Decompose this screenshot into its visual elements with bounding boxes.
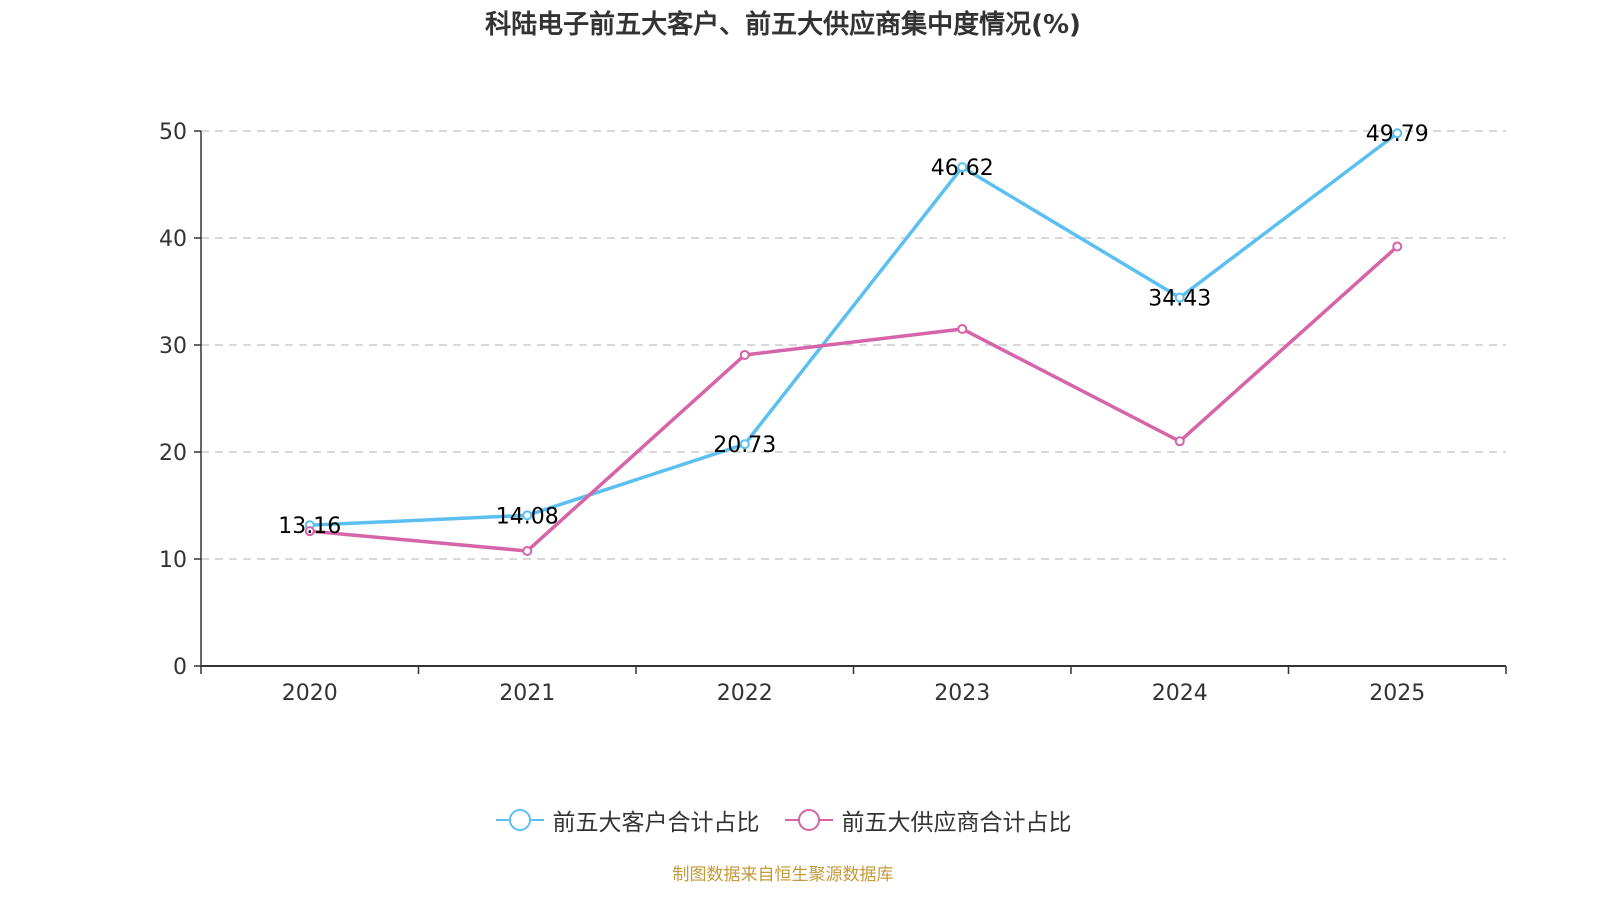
data-point (522, 510, 533, 521)
data-point (957, 323, 968, 334)
x-tick-label: 2022 (717, 681, 773, 706)
x-tick-label: 2025 (1369, 681, 1425, 706)
x-tick-label: 2020 (282, 681, 338, 706)
legend-label: 前五大供应商合计占比 (841, 810, 1072, 836)
legend-label: 前五大客户合计占比 (552, 810, 760, 836)
series-group (304, 128, 1403, 556)
data-point (957, 162, 968, 173)
data-point (1174, 436, 1185, 447)
series-line-0 (309, 131, 1399, 527)
axes: 0 10 20 30 40 50 2020 2021 2022 2023 2024 2025 (159, 120, 1507, 706)
x-tick-label: 2024 (1152, 681, 1208, 706)
data-point (739, 349, 750, 360)
data-label: 34.43 (1148, 287, 1211, 312)
data-label: 14.08 (496, 504, 559, 529)
grid-lines (201, 130, 1506, 560)
data-label: 20.73 (713, 433, 776, 458)
data-point (1392, 241, 1403, 252)
legend-line-circle-icon (495, 809, 544, 831)
legend-line-circle-icon (784, 809, 833, 831)
data-label: 46.62 (931, 156, 994, 181)
chart-title: 科陆电子前五大客户、前五大供应商集中度情况(%) (485, 10, 1081, 40)
data-labels: 13.16 14.08 20.73 46.62 34.43 49.79 (278, 122, 1428, 539)
data-label: 13.16 (278, 514, 341, 539)
y-tick-label: 10 (159, 548, 187, 573)
data-point (522, 545, 533, 556)
data-point (304, 526, 315, 537)
data-label: 49.79 (1366, 122, 1429, 147)
data-point (1174, 292, 1185, 303)
y-tick-label: 20 (159, 441, 187, 466)
x-tick-label: 2021 (499, 681, 555, 706)
data-point (739, 439, 750, 450)
data-point (1392, 128, 1403, 139)
legend-item-suppliers[interactable]: 前五大供应商合计占比 (784, 803, 1072, 837)
legend: 前五大客户合计占比 前五大供应商合计占比 (0, 803, 1566, 837)
source-note: 制图数据来自恒生聚源数据库 (672, 865, 894, 885)
line-chart: 0 10 20 30 40 50 2020 2021 2022 2023 2024 2025 13.1… (159, 120, 1507, 706)
y-tick-label: 40 (159, 227, 187, 252)
x-tick-label: 2023 (934, 681, 990, 706)
y-tick-label: 0 (173, 655, 187, 680)
series-line-1 (309, 245, 1399, 553)
legend-item-customers[interactable]: 前五大客户合计占比 (495, 803, 760, 837)
y-tick-label: 50 (159, 120, 187, 145)
y-tick-label: 30 (159, 334, 187, 359)
